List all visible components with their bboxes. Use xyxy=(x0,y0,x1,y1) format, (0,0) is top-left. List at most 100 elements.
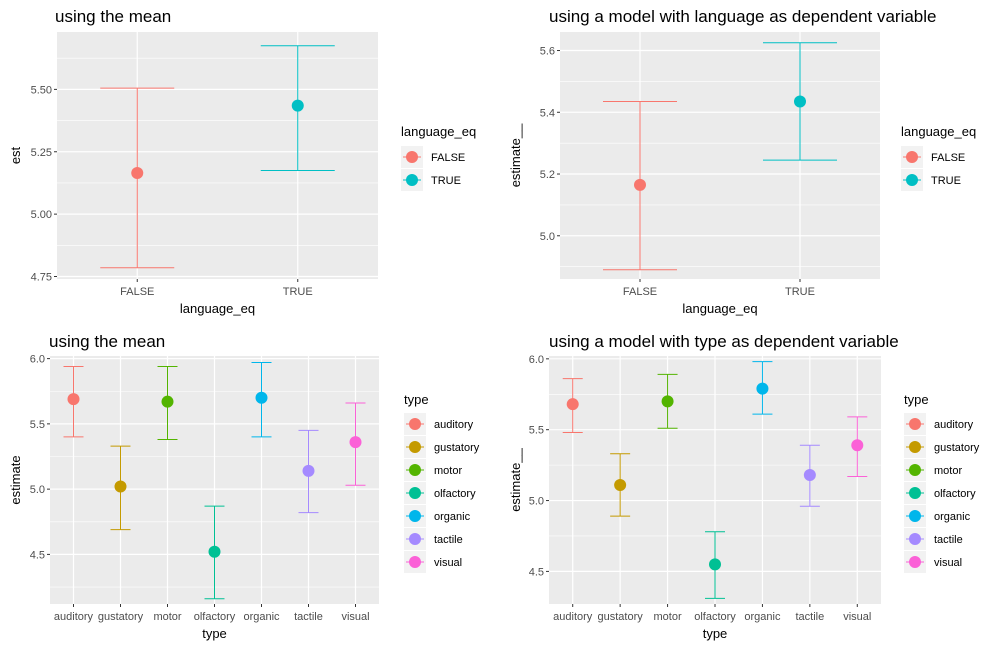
data-point xyxy=(661,395,674,408)
legend-key-point xyxy=(909,441,921,453)
x-tick-label: olfactory xyxy=(194,611,236,623)
data-point xyxy=(291,99,304,112)
y-tick-label: 5.0 xyxy=(529,496,544,508)
data-point xyxy=(114,480,127,493)
x-tick-label: auditory xyxy=(553,611,593,623)
chart-title: using the mean xyxy=(49,332,165,351)
chart-panel-2: using a model with language as dependent… xyxy=(508,7,976,316)
legend: type auditory gustatory motor olfactory organ… xyxy=(404,392,480,573)
legend-entry-label: FALSE xyxy=(931,152,965,164)
legend-key-point xyxy=(906,151,918,163)
chart-panel-4: using a model with type as dependent var… xyxy=(508,332,980,641)
x-tick-label: organic xyxy=(744,611,781,623)
chart-title: using the mean xyxy=(55,7,171,26)
y-tick-label: 6.0 xyxy=(529,354,544,366)
x-axis-title: type xyxy=(202,626,227,641)
chart-title: using a model with type as dependent var… xyxy=(549,332,899,351)
legend-key-point xyxy=(906,174,918,186)
legend-entry-label: auditory xyxy=(434,419,474,431)
y-tick-label: 5.5 xyxy=(529,425,544,437)
legend-key-point xyxy=(409,533,421,545)
data-point xyxy=(756,382,769,395)
data-point xyxy=(634,178,646,191)
x-tick-label: FALSE xyxy=(120,286,154,298)
legend-key-point xyxy=(909,487,921,499)
y-tick-label: 5.2 xyxy=(540,169,555,181)
x-axis-title: type xyxy=(703,626,728,641)
data-point xyxy=(131,166,144,179)
x-tick-label: FALSE xyxy=(623,286,657,298)
x-axis-title: language_eq xyxy=(180,301,255,316)
x-axis-title: language_eq xyxy=(682,301,757,316)
data-point xyxy=(794,95,806,108)
legend-entry-label: gustatory xyxy=(434,442,480,454)
legend-key-point xyxy=(409,556,421,568)
x-tick-label: olfactory xyxy=(694,611,736,623)
x-tick-label: motor xyxy=(153,611,181,623)
data-point xyxy=(302,464,315,477)
legend-key-point xyxy=(406,151,418,163)
plot-background xyxy=(57,32,378,279)
x-tick-label: motor xyxy=(654,611,682,623)
x-tick-label: tactile xyxy=(795,611,824,623)
legend-title: language_eq xyxy=(901,124,976,139)
y-tick-label: 5.5 xyxy=(30,419,45,431)
chart-panel-3: using the mean 4.5 5.0 5.5 6.0 auditory gustat… xyxy=(8,332,480,641)
data-point xyxy=(161,395,174,408)
legend-entry-label: tactile xyxy=(434,534,463,546)
data-point xyxy=(255,391,268,404)
data-point xyxy=(349,436,362,449)
legend-title: language_eq xyxy=(401,124,476,139)
legend-entry-label: auditory xyxy=(934,419,974,431)
legend-entry-label: TRUE xyxy=(931,175,961,187)
y-axis-title: estimate__ xyxy=(508,123,523,187)
legend-entry-label: gustatory xyxy=(934,442,980,454)
legend-entry-label: TRUE xyxy=(431,175,461,187)
legend-key-point xyxy=(406,174,418,186)
legend-key-point xyxy=(909,464,921,476)
x-tick-label: organic xyxy=(243,611,280,623)
legend-key-point xyxy=(409,487,421,499)
legend-entry-label: visual xyxy=(934,557,962,569)
y-axis-title: estimate xyxy=(8,455,23,504)
x-tick-label: TRUE xyxy=(283,286,313,298)
y-tick-label: 6.0 xyxy=(30,354,45,366)
legend-entry-label: tactile xyxy=(934,534,963,546)
y-tick-label: 5.0 xyxy=(30,484,45,496)
legend-key-point xyxy=(409,418,421,430)
legend-entry-label: FALSE xyxy=(431,152,465,164)
data-point xyxy=(566,398,579,411)
x-tick-label: visual xyxy=(843,611,871,623)
legend-key-point xyxy=(909,533,921,545)
x-tick-label: tactile xyxy=(294,611,323,623)
data-point xyxy=(851,439,864,452)
legend-key-point xyxy=(909,510,921,522)
legend-key-point xyxy=(909,418,921,430)
y-axis-title: estimate__ xyxy=(508,447,523,511)
legend-entry-label: olfactory xyxy=(934,488,976,500)
plot-background xyxy=(560,32,880,279)
legend: language_eq FALSE TRUE xyxy=(401,124,476,191)
legend-entry-label: motor xyxy=(434,465,462,477)
legend-entry-label: organic xyxy=(434,511,471,523)
y-tick-label: 4.5 xyxy=(529,566,544,578)
legend-key-point xyxy=(409,510,421,522)
data-point xyxy=(709,558,721,571)
x-tick-label: gustatory xyxy=(98,611,144,623)
y-tick-label: 4.75 xyxy=(31,272,52,284)
data-point xyxy=(614,478,627,491)
legend: language_eq FALSE TRUE xyxy=(901,124,976,191)
y-tick-label: 5.0 xyxy=(540,231,555,243)
legend-entry-label: olfactory xyxy=(434,488,476,500)
y-axis-title: est xyxy=(8,146,23,164)
data-point xyxy=(208,545,221,558)
legend: type auditory gustatory motor olfactory organ… xyxy=(904,392,980,573)
legend-key-point xyxy=(409,441,421,453)
chart-title: using a model with language as dependent… xyxy=(549,7,937,26)
y-tick-label: 5.25 xyxy=(31,147,52,159)
y-tick-label: 5.50 xyxy=(31,84,52,96)
legend-title: type xyxy=(904,392,929,407)
x-tick-label: visual xyxy=(341,611,369,623)
